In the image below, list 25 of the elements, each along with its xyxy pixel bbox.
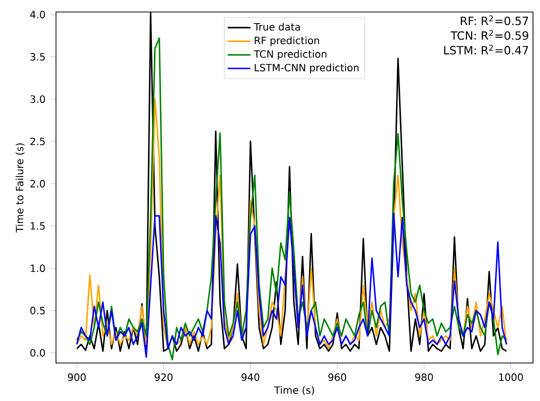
x-tick-label: 900 — [68, 373, 86, 381]
y-tick-label: 1.0 — [30, 264, 45, 272]
y-tick-label: 1.5 — [30, 222, 45, 230]
y-tick-label: 0.5 — [30, 306, 45, 314]
line-series — [76, 212, 508, 358]
annotation: LSTM: R$^{2}$=0.47 — [444, 44, 528, 55]
y-tick-label: 3.0 — [30, 95, 45, 103]
y-tick-label: 2.5 — [30, 138, 45, 146]
annotation: TCN: R$^{2}$=0.59 — [450, 30, 528, 40]
x-tick-label: 920 — [154, 373, 173, 381]
x-axis-title: Time (s) — [274, 386, 314, 396]
legend-label: True data — [254, 22, 300, 31]
legend-label: LSTM-CNN prediction — [254, 64, 359, 74]
x-tick-label: 960 — [328, 373, 346, 381]
annotation: RF: R$^{2}$=0.57 — [460, 15, 528, 26]
legend-label: TCN prediction — [254, 50, 326, 60]
y-axis-title: Time to Failure (s) — [16, 143, 25, 232]
y-tick-label: 0.0 — [30, 349, 45, 357]
y-tick-label: 3.5 — [30, 53, 45, 61]
x-tick-label: 1000 — [499, 373, 523, 381]
legend-label: RF prediction — [254, 36, 320, 46]
x-tick-label: 940 — [242, 373, 260, 381]
y-tick-label: 2.0 — [30, 180, 45, 188]
y-tick-label: 4.0 — [30, 10, 45, 18]
x-tick-label: 980 — [415, 373, 433, 381]
